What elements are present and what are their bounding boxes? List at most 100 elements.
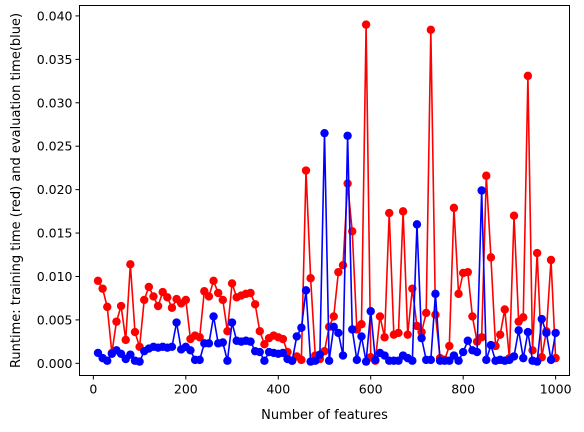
x-axis-label: Number of features [261,408,388,423]
training-time-point [116,301,126,311]
training-time-point [209,276,218,286]
training-time-point [357,320,366,329]
training-time-point [482,171,491,180]
evaluation-time-point [126,350,135,359]
training-time-point [329,312,338,321]
y-tick-label: 0.030 [37,95,73,110]
evaluation-time-point [278,348,288,358]
training-time-point [380,333,389,342]
training-time-point [112,317,121,326]
evaluation-time-point [509,352,519,361]
y-tick-label: 0.035 [37,52,73,67]
training-time-series [93,20,560,365]
evaluation-time-point [227,318,237,327]
evaluation-time-point [195,355,204,365]
training-time-point [445,341,454,351]
training-time-point [343,179,352,188]
plot-area-frame [79,5,570,376]
training-time-point [227,279,237,288]
training-time-point [532,248,542,258]
evaluation-time-point [324,356,334,365]
training-time-point [153,301,163,311]
y-axis-label: Runtime: training time (red) and evaluat… [9,13,24,368]
evaluation-time-point [334,328,343,338]
y-tick-label: 0.000 [37,356,73,371]
training-time-point [223,327,232,336]
evaluation-time-point [186,346,195,355]
training-time-point [454,289,463,299]
evaluation-time-point [361,357,371,366]
evaluation-time-point [204,339,214,348]
training-time-point [486,253,496,262]
evaluation-time-point [417,333,426,343]
training-time-point [463,267,472,277]
training-time-point [149,292,158,301]
evaluation-time-point [519,353,528,363]
training-time-point [121,335,130,345]
evaluation-time-point [292,332,301,341]
evaluation-time-point [486,340,496,350]
y-tick-label: 0.005 [37,312,73,327]
training-time-point [250,300,260,309]
evaluation-time-point [223,356,232,365]
evaluation-time-point [315,350,325,359]
y-tick-label: 0.040 [37,8,73,23]
evaluation-time-point [218,338,227,347]
evaluation-time-point [255,347,264,357]
y-axis-ticks: 0.000 0.005 0.010 0.015 0.020 0.025 0.030 0.035… [37,8,80,371]
training-time-point [195,333,204,342]
evaluation-time-point [320,128,329,138]
evaluation-time-point [523,327,533,337]
x-axis-ticks: 0 200 400 600 800 1000 [89,375,572,397]
training-time-point [523,71,533,81]
y-tick-label: 0.020 [37,182,73,197]
evaluation-time-point [412,220,422,229]
evaluation-time-line [97,132,557,363]
evaluation-time-point [103,356,112,365]
evaluation-time-point [546,355,556,365]
training-time-point [546,255,556,265]
evaluation-time-point [297,323,306,332]
training-time-point [495,330,505,339]
training-time-point [361,20,371,29]
evaluation-time-point [514,326,523,335]
training-time-point [255,327,264,336]
evaluation-time-point [260,356,269,365]
evaluation-time-point [135,357,144,366]
evaluation-time-point [366,307,375,316]
training-time-point [260,340,269,349]
evaluation-time-point [472,347,482,357]
evaluation-time-point [357,332,366,341]
training-time-point [477,333,486,342]
x-tick-label: 600 [359,382,383,397]
evaluation-time-point [542,328,551,338]
evaluation-time-point [311,356,320,365]
training-time-point [306,274,315,283]
y-tick-label: 0.025 [37,139,73,154]
training-time-point [398,207,408,216]
evaluation-time-point [431,289,440,299]
evaluation-time-point [348,325,357,334]
training-time-point [144,282,154,292]
x-tick-label: 0 [89,382,97,397]
training-time-point [297,355,306,365]
training-time-point [301,166,311,175]
training-time-point [181,295,191,305]
training-time-point [140,295,149,305]
evaluation-time-point [551,328,560,338]
evaluation-time-point [329,322,338,332]
training-time-point [468,312,477,321]
evaluation-time-point [408,356,417,365]
training-time-point [519,313,528,322]
training-time-point [403,330,412,339]
evaluation-time-point [343,131,352,140]
training-time-point [98,284,107,293]
training-time-point [204,292,214,301]
evaluation-time-point [246,337,255,346]
evaluation-time-point [537,314,546,324]
evaluation-time-series [93,128,560,366]
training-time-point [431,310,440,319]
training-time-point [449,203,459,213]
training-time-point [130,327,140,337]
